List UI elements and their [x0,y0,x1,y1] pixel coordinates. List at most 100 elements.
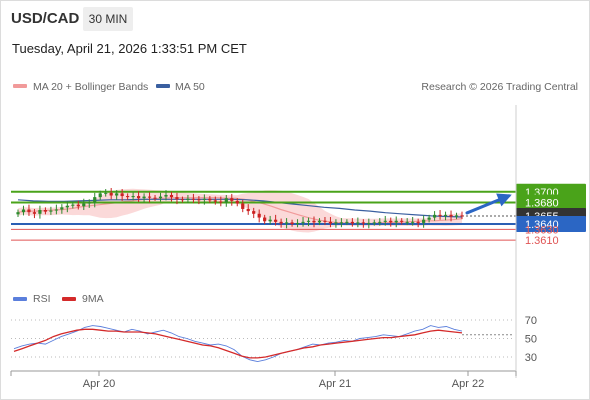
rsi-line [13,325,463,363]
candle-body [422,219,426,223]
candle-body [460,215,464,217]
candle-body [312,220,316,223]
level-label-1.3680: 1.3680 [525,198,559,210]
candle-body [175,197,179,200]
candle-body [27,209,31,213]
candle-body [383,220,387,222]
candle-body [284,222,289,224]
moving-averages [17,197,463,225]
level-pointer-1.3680 [516,194,521,211]
candle-body [323,220,327,222]
candle-body [21,209,26,213]
ma50-line [17,198,463,218]
candle-body [339,222,344,224]
level-pointer-1.3640 [516,216,521,232]
candle-body [109,192,113,196]
candle-body [230,198,234,201]
candle-body [345,221,349,223]
candle-body [400,220,404,222]
candle-body [268,219,272,222]
candle-body [241,203,245,209]
candle-body [438,214,442,216]
target-arrow-head [496,193,512,207]
candle-body [147,196,152,198]
candle-body [416,221,420,223]
candle-body [449,214,453,217]
candle-body [274,219,278,222]
candle-body [87,202,91,204]
candle-body [208,198,212,201]
candle-body [224,198,228,203]
candle-body [389,220,393,223]
symbol-title: USD/CAD [11,10,80,27]
candle-body [131,196,135,198]
rsi-ma-legend-swatch [62,297,76,301]
candle-body [328,221,333,224]
candle-body [378,221,382,223]
level-box-1.3640 [516,216,586,232]
candle-body [235,200,239,204]
bollinger-band-area [18,188,462,233]
candle-body [43,210,48,212]
candle-body [104,192,108,194]
bollinger-bands [18,188,462,233]
level-label-1.3630: 1.3630 [525,224,559,236]
candle-body [367,222,371,224]
candle-body [71,204,75,206]
candle-body [356,222,360,224]
candle-body [197,199,201,201]
candle-body [142,196,146,199]
candle-body [427,217,431,220]
candle-body [334,222,338,224]
rsi-ma-line [13,328,463,359]
candle-body [213,200,217,202]
candle-body [191,198,196,200]
main-legend: MA 20 + Bollinger Bands MA 50 Research ©… [13,81,578,93]
candle-body [306,220,311,222]
candle-body [317,220,322,223]
candle-body [153,197,157,199]
candle-body [257,213,261,218]
ma50-legend-swatch [156,84,170,88]
rsi-legend-label: RSI [33,293,51,305]
rsi-tick-70: 70 [525,315,537,327]
candle-body [98,193,102,198]
candle-body [202,198,206,200]
candle-body [115,193,119,196]
candle-body [158,196,163,199]
candle-body [136,196,141,199]
candle-body [186,198,190,200]
rsi-ma-legend-label: 9MA [82,293,104,305]
x-tick-label: Apr 20 [83,378,115,390]
candle-body [263,217,267,222]
candle-body [54,209,58,211]
candle-body [279,221,283,224]
candles [16,187,464,229]
candle-body [180,199,185,201]
rsi-tick-30: 30 [525,352,537,364]
x-tick-label: Apr 21 [319,378,351,390]
rsi-legend: RSI 9MA [13,293,104,305]
candle-body [454,215,459,217]
level-label-1.3610: 1.3610 [525,235,559,247]
rsi-tick-50: 50 [525,334,537,346]
candle-body [350,221,354,224]
ma20-legend-label: MA 20 + Bollinger Bands [33,81,148,93]
candle-body [443,214,448,216]
rsi-panel: 70 50 30 [11,315,537,364]
candle-body [169,194,174,198]
ma20-line [17,197,463,225]
timestamp: Tuesday, April 21, 2026 1:33:51 PM CET [12,41,247,56]
candle-body [290,222,294,224]
candle-body [49,210,53,212]
x-axis: Apr 20 Apr 21 Apr 22 [10,371,517,390]
candle-body [246,208,250,212]
credit-label: Research © 2026 Trading Central [421,81,578,93]
timeframe-badge[interactable]: 30 MIN [83,7,133,31]
candle-body [32,212,37,214]
candle-body [164,194,168,197]
candle-body [405,221,409,223]
candle-body [394,220,398,223]
